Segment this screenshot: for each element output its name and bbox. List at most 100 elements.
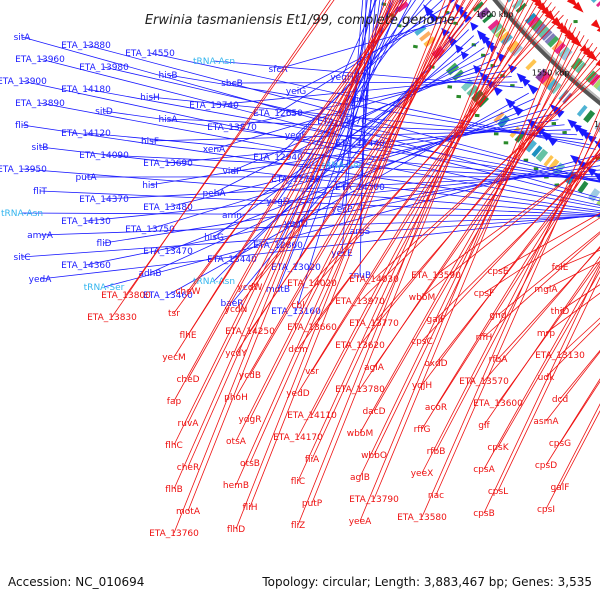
callout-line (249, 0, 451, 508)
callout-line (235, 0, 466, 398)
callout-line (213, 64, 501, 150)
forward-gene-arrow (549, 103, 561, 115)
cog-block (560, 47, 573, 61)
gene-label: ETA_13570 (459, 377, 509, 387)
cog-block (524, 139, 537, 153)
gene-label: flhB (165, 485, 183, 495)
backbone-highlight (497, 0, 600, 101)
gene-label: ETA_13750 (125, 225, 175, 235)
gene-label: otsA (226, 437, 247, 447)
gene-label: cpsF (474, 289, 495, 299)
callout-line (559, 284, 600, 312)
gene-label: wbbO (361, 451, 387, 461)
gene-label: ETA_14550 (125, 49, 175, 59)
cog-block (543, 155, 554, 167)
callout-line (311, 0, 524, 460)
gene-label: ETA_13470 (143, 247, 193, 257)
callout-line (545, 292, 600, 334)
gene-label: thiD (551, 307, 570, 317)
forward-gene-arrow (567, 119, 578, 129)
gene-label: fliH (243, 503, 258, 513)
gene-label: otsB (240, 459, 260, 469)
callout-line (277, 0, 394, 290)
forward-gene-arrow (447, 35, 458, 47)
callout-line (359, 0, 367, 276)
gene-label: yegD (266, 197, 290, 207)
gene-label: flhE (179, 331, 196, 341)
callout-line (373, 23, 572, 500)
gene-label: ETA_13960 (15, 55, 65, 65)
forward-gene-arrow (496, 51, 507, 62)
gene-label: acoR (425, 403, 447, 413)
gene-label: fliZ (291, 521, 305, 531)
map-title: Erwinia tasmaniensis Et1/99, complete ge… (145, 13, 455, 28)
gene-label: ETA_13130 (535, 351, 585, 361)
gene-label: ruvA (178, 419, 200, 429)
callout-line (187, 0, 408, 292)
gene-label: yqjH (412, 381, 432, 391)
reverse-gene-arrow (534, 0, 537, 2)
cog-block (540, 29, 553, 41)
cog-block (423, 36, 436, 48)
gene-label: ETA_14030 (349, 275, 399, 285)
forward-gene-arrow (470, 22, 479, 32)
kbp-label: 1550 kbp (532, 68, 570, 77)
gene-label: tRNA-Ser (322, 161, 363, 171)
gene-label: tRNA-Asn (1, 209, 43, 219)
callout-line (545, 261, 600, 290)
callout-line (39, 102, 600, 209)
gene-label: tRNA-Ser (84, 283, 125, 293)
forward-gene-arrow (476, 30, 487, 41)
callout-line (249, 0, 464, 420)
gene-label: ydgR (238, 415, 261, 425)
callout-line (483, 232, 600, 338)
gene-label: ETA_13580 (397, 513, 447, 523)
gene-label: adhB (138, 269, 161, 279)
gene-label: amn (222, 211, 242, 221)
callout-line (497, 247, 600, 360)
gene-label: gnd (489, 311, 506, 321)
callout-line (249, 0, 488, 288)
callout-line (373, 60, 600, 324)
gene-label: hisA (158, 115, 178, 125)
gene-label: vidP (223, 167, 243, 177)
callout-line (559, 410, 600, 488)
callout-line (249, 0, 458, 464)
callout-line (173, 0, 403, 314)
callout-line (39, 214, 600, 280)
callout-line (149, 98, 535, 274)
callout-line (187, 0, 395, 468)
gene-label: rffG (414, 425, 431, 435)
gene-label: baeR (220, 299, 243, 309)
callout-line (85, 88, 600, 183)
gene-label: hisG (204, 233, 224, 243)
callout-line (497, 231, 600, 316)
gene-label: ETA_14440 (335, 139, 385, 149)
gene-label: hemB (223, 481, 249, 491)
gene-label: sitA (14, 33, 32, 43)
cog-block (482, 13, 494, 24)
callout-line (231, 81, 518, 84)
reverse-gene-arrow (566, 0, 578, 7)
gene-label: glf (478, 421, 490, 431)
callout-line (167, 92, 529, 296)
gene-label: cpsC (411, 337, 433, 347)
gene-label: fliA (305, 455, 320, 465)
callout-line (85, 160, 600, 266)
gene-label: ETA_13790 (349, 495, 399, 505)
callout-line (559, 349, 600, 400)
cog-block (498, 31, 510, 42)
gene-label: fliD (96, 239, 111, 249)
gene-label: mrp (537, 329, 555, 339)
forward-gene-arrow (516, 73, 527, 83)
cog-block (477, 7, 491, 20)
gene-label: znuB (349, 271, 371, 281)
gene-label: ETA_13740 (189, 101, 239, 111)
gene-label: aglB (350, 473, 370, 483)
callout-line (39, 58, 600, 202)
gene-label: mglA (534, 285, 558, 295)
callout-line (545, 378, 600, 466)
gene-label: hisI (142, 181, 158, 191)
gene-label: ETA_12940 (253, 153, 303, 163)
